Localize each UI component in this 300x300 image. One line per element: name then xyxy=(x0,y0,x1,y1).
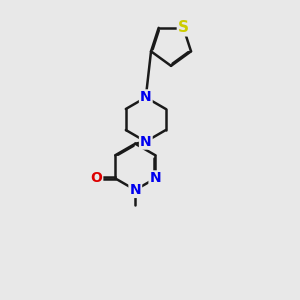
Text: N: N xyxy=(130,183,141,197)
Text: O: O xyxy=(90,171,102,185)
Text: N: N xyxy=(140,90,152,104)
Text: N: N xyxy=(149,171,161,185)
Text: S: S xyxy=(178,20,189,35)
Text: N: N xyxy=(140,135,152,148)
